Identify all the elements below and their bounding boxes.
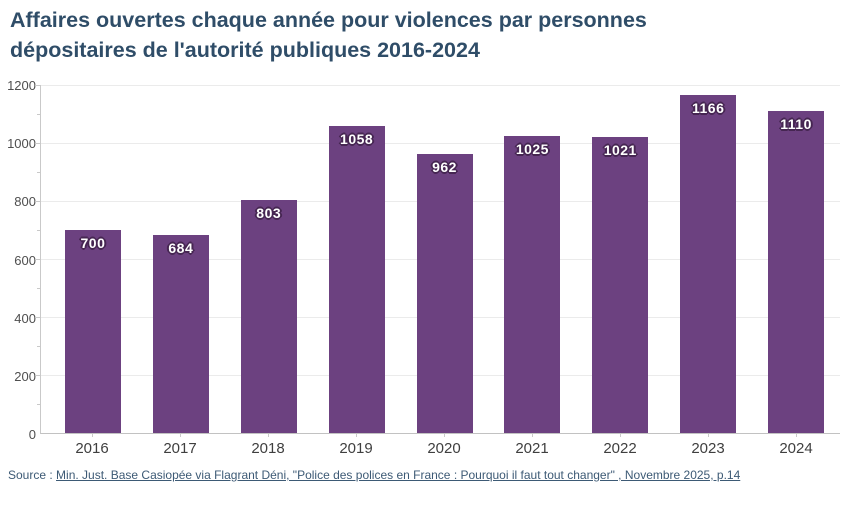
bar-2019: 1058 (328, 126, 385, 433)
x-slot: 2022 (576, 434, 664, 457)
x-tick-label: 2017 (163, 440, 197, 457)
bar-2021: 1025 (504, 135, 561, 433)
y-minor-tick (37, 288, 41, 289)
x-slot: 2020 (400, 434, 488, 457)
source-link[interactable]: Min. Just. Base Casiopée via Flagrant Dé… (56, 468, 741, 482)
bar-slot: 1166 (664, 85, 752, 433)
plot-area: 700 684 803 1058 962 1025 1021 1166 1110 (35, 85, 840, 434)
bar-2020: 962 (416, 154, 473, 433)
bar-value-label: 1110 (780, 116, 812, 133)
bar-slot: 1110 (752, 85, 840, 433)
x-tick-label: 2019 (339, 440, 373, 457)
x-tick-label: 2018 (251, 440, 285, 457)
bar-2024: 1110 (768, 111, 825, 433)
source-note: Source : Min. Just. Base Casiopée via Fl… (8, 468, 848, 482)
x-tick (91, 434, 93, 437)
bar-slot: 962 (401, 85, 489, 433)
y-minor-tick (37, 404, 41, 405)
bar-slot: 1021 (576, 85, 664, 433)
y-tick-label: 1200 (7, 78, 36, 93)
y-minor-tick (37, 114, 41, 115)
bars-row: 700 684 803 1058 962 1025 1021 1166 1110 (41, 85, 840, 433)
y-major-tick (35, 259, 41, 260)
bar-value-label: 1025 (515, 140, 549, 157)
x-tick-label: 2016 (75, 440, 109, 457)
chart-title: Affaires ouvertes chaque année pour viol… (10, 8, 647, 62)
x-slot: 2019 (312, 434, 400, 457)
bar-slot: 684 (137, 85, 225, 433)
gridline (41, 85, 840, 86)
x-tick (267, 434, 269, 437)
bar-slot: 700 (49, 85, 137, 433)
x-tick (443, 434, 445, 437)
y-minor-tick (37, 230, 41, 231)
y-tick-label: 600 (14, 252, 36, 268)
source-prefix: Source : (8, 468, 57, 482)
gridline (41, 143, 840, 144)
y-minor-tick (37, 172, 41, 173)
x-tick (795, 434, 797, 437)
x-axis: 2016 2017 2018 2019 2020 2021 2022 2023 2024 (40, 434, 840, 457)
x-slot: 2018 (224, 434, 312, 457)
y-tick-label: 200 (14, 368, 36, 384)
bar-slot: 1025 (488, 85, 576, 433)
x-tick-label: 2021 (515, 440, 549, 457)
x-tick (355, 434, 357, 437)
bar-2022: 1021 (592, 136, 649, 433)
y-axis: 0 200 400 600 800 1000 1200 (0, 78, 36, 442)
y-tick-label: 0 (28, 427, 36, 442)
y-major-tick (35, 375, 41, 376)
x-tick-label: 2023 (691, 440, 725, 457)
bar-slot: 803 (225, 85, 313, 433)
bar-value-label: 684 (168, 239, 194, 256)
x-slot: 2023 (664, 434, 752, 457)
x-tick-label: 2024 (779, 440, 813, 457)
bar-2018: 803 (240, 200, 297, 433)
x-tick-label: 2022 (603, 440, 637, 457)
bar-2017: 684 (152, 234, 209, 433)
bar-2016: 700 (64, 230, 121, 433)
y-major-tick (35, 201, 41, 202)
bar-2023: 1166 (680, 94, 737, 433)
y-tick-label: 1000 (7, 136, 36, 152)
x-slot: 2016 (48, 434, 136, 457)
x-tick (619, 434, 621, 437)
y-major-tick (35, 317, 41, 318)
y-tick-label: 400 (14, 310, 36, 326)
x-slot: 2024 (752, 434, 840, 457)
x-tick (707, 434, 709, 437)
y-major-tick (35, 143, 41, 144)
y-minor-tick (37, 346, 41, 347)
x-tick-label: 2020 (427, 440, 461, 457)
x-slot: 2017 (136, 434, 224, 457)
bar-value-label: 1021 (603, 141, 637, 158)
bar-value-label: 962 (432, 159, 457, 176)
bar-slot: 1058 (313, 85, 401, 433)
x-tick (179, 434, 181, 437)
y-tick-label: 800 (14, 194, 36, 210)
bar-value-label: 803 (256, 205, 282, 222)
x-tick (531, 434, 533, 437)
bar-value-label: 1058 (340, 131, 374, 148)
y-major-tick (35, 85, 41, 86)
x-slot: 2021 (488, 434, 576, 457)
bar-value-label: 1166 (691, 99, 725, 116)
bar-value-label: 700 (80, 235, 106, 251)
